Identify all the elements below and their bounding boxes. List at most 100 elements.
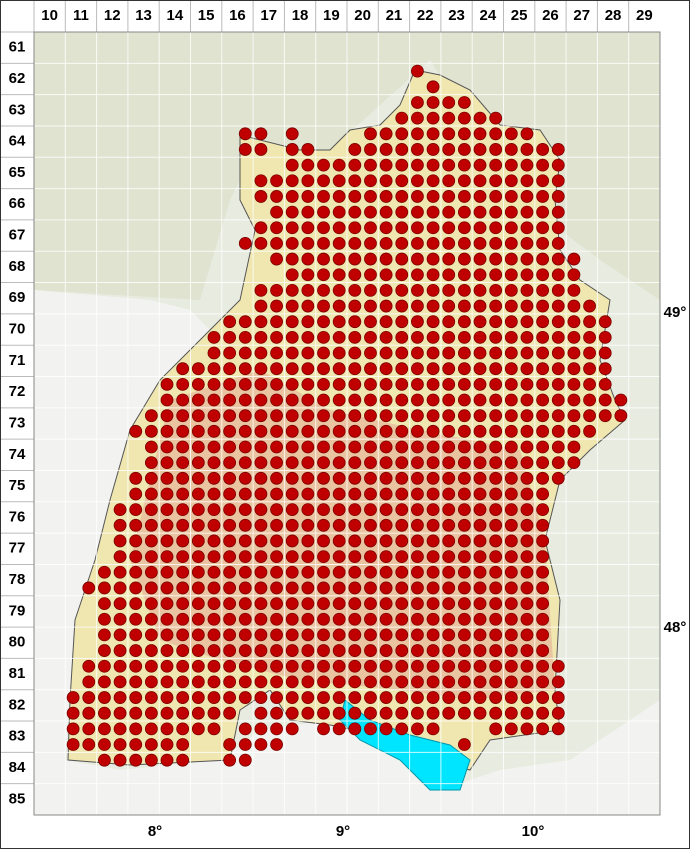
occurrence-dot: [364, 503, 377, 517]
occurrence-dot: [98, 644, 111, 657]
occurrence-dot: [270, 205, 283, 219]
occurrence-dot: [254, 315, 268, 329]
occurrence-dot: [223, 565, 237, 579]
occurrence-dot: [254, 706, 268, 720]
occurrence-dot: [473, 268, 487, 282]
occurrence-dot: [144, 581, 158, 595]
occurrence-dot: [332, 362, 346, 376]
occurrence-dot: [457, 659, 471, 673]
occurrence-dot: [270, 628, 283, 642]
row-label: 70: [9, 321, 26, 338]
occurrence-dot: [285, 440, 299, 454]
occurrence-dot: [536, 393, 550, 407]
occurrence-dot: [238, 659, 252, 673]
latitude-label: 48°: [664, 619, 687, 636]
column-label: 10: [41, 7, 58, 24]
occurrence-dot: [129, 722, 143, 736]
occurrence-dot: [379, 534, 393, 548]
occurrence-dot: [504, 268, 518, 282]
occurrence-dot: [301, 675, 315, 689]
occurrence-dot: [598, 393, 612, 407]
occurrence-dot: [191, 518, 205, 532]
occurrence-dot: [129, 738, 143, 751]
occurrence-dot: [520, 675, 534, 689]
occurrence-dot: [411, 518, 424, 532]
occurrence-dot: [395, 346, 409, 360]
occurrence-dot: [551, 283, 565, 297]
occurrence-dot: [301, 659, 315, 673]
occurrence-dot: [395, 628, 409, 642]
occurrence-dot: [348, 330, 362, 344]
occurrence-dot: [473, 675, 487, 689]
occurrence-dot: [520, 628, 534, 642]
occurrence-dot: [442, 377, 456, 391]
occurrence-dot: [317, 675, 330, 689]
occurrence-dot: [223, 706, 237, 720]
occurrence-dot: [395, 440, 409, 454]
occurrence-dot: [364, 471, 377, 485]
occurrence-dot: [113, 597, 127, 610]
occurrence-dot: [238, 362, 252, 376]
occurrence-dot: [411, 487, 424, 501]
occurrence-dot: [379, 471, 393, 485]
occurrence-dot: [395, 315, 409, 329]
occurrence-dot: [520, 315, 534, 329]
occurrence-dot: [411, 174, 424, 188]
occurrence-dot: [207, 628, 221, 642]
occurrence-dot: [348, 722, 362, 736]
occurrence-dot: [442, 565, 456, 579]
occurrence-dot: [379, 252, 393, 266]
occurrence-dot: [551, 440, 565, 454]
occurrence-dot: [238, 675, 252, 689]
occurrence-dot: [473, 174, 487, 188]
occurrence-dot: [223, 691, 237, 704]
occurrence-dot: [457, 565, 471, 579]
occurrence-dot: [191, 706, 205, 720]
occurrence-dot: [520, 393, 534, 407]
occurrence-dot: [457, 534, 471, 548]
occurrence-dot: [301, 190, 315, 203]
occurrence-dot: [379, 377, 393, 391]
occurrence-dot: [176, 503, 190, 517]
occurrence-dot: [379, 237, 393, 250]
occurrence-dot: [379, 221, 393, 235]
occurrence-dot: [442, 174, 456, 188]
occurrence-dot: [473, 644, 487, 657]
occurrence-dot: [395, 597, 409, 610]
occurrence-dot: [176, 597, 190, 610]
occurrence-dot: [129, 753, 143, 767]
occurrence-dot: [411, 330, 424, 344]
occurrence-dot: [238, 127, 252, 141]
occurrence-dot: [285, 628, 299, 642]
occurrence-dot: [551, 706, 565, 720]
occurrence-dot: [551, 722, 565, 736]
occurrence-dot: [270, 237, 283, 250]
occurrence-dot: [583, 299, 596, 313]
occurrence-dot: [442, 315, 456, 329]
occurrence-dot: [113, 534, 127, 548]
occurrence-dot: [364, 659, 377, 673]
occurrence-dot: [426, 581, 440, 595]
occurrence-dot: [520, 644, 534, 657]
occurrence-dots: [66, 64, 628, 767]
occurrence-dot: [317, 659, 330, 673]
occurrence-dot: [301, 534, 315, 548]
occurrence-dot: [489, 612, 503, 626]
occurrence-dot: [411, 237, 424, 250]
occurrence-dot: [426, 283, 440, 297]
occurrence-dot: [551, 675, 565, 689]
occurrence-dot: [442, 362, 456, 376]
occurrence-dot: [207, 518, 221, 532]
column-label: 14: [167, 7, 184, 24]
occurrence-dot: [379, 283, 393, 297]
occurrence-dot: [473, 409, 487, 423]
occurrence-dot: [411, 221, 424, 235]
row-label: 65: [9, 164, 26, 181]
occurrence-dot: [457, 377, 471, 391]
occurrence-dot: [254, 174, 268, 188]
occurrence-dot: [504, 518, 518, 532]
occurrence-dot: [160, 706, 174, 720]
occurrence-dot: [395, 534, 409, 548]
occurrence-dot: [223, 628, 237, 642]
occurrence-dot: [223, 409, 237, 423]
